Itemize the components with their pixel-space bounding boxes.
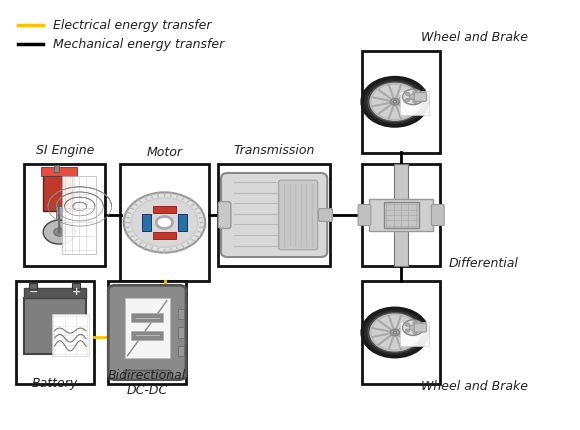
Circle shape xyxy=(413,331,418,334)
Bar xyxy=(178,309,184,319)
FancyBboxPatch shape xyxy=(278,180,318,250)
Bar xyxy=(131,331,164,340)
FancyBboxPatch shape xyxy=(221,173,327,257)
Text: Wheel and Brake: Wheel and Brake xyxy=(421,31,528,44)
Text: SI Engine: SI Engine xyxy=(36,144,94,157)
FancyBboxPatch shape xyxy=(362,50,440,153)
Circle shape xyxy=(371,314,419,350)
FancyBboxPatch shape xyxy=(124,370,171,380)
Circle shape xyxy=(413,90,418,94)
FancyBboxPatch shape xyxy=(16,281,94,384)
Bar xyxy=(394,164,408,266)
Circle shape xyxy=(43,220,75,244)
FancyBboxPatch shape xyxy=(218,164,331,266)
Text: −: − xyxy=(29,287,38,297)
Circle shape xyxy=(124,192,205,252)
Bar xyxy=(178,327,184,338)
Circle shape xyxy=(413,100,418,104)
Bar xyxy=(62,176,96,254)
FancyBboxPatch shape xyxy=(432,205,444,225)
Bar xyxy=(400,91,429,115)
Circle shape xyxy=(403,89,423,104)
FancyBboxPatch shape xyxy=(369,199,433,231)
Bar xyxy=(52,314,89,356)
Bar xyxy=(178,346,184,356)
FancyBboxPatch shape xyxy=(358,205,371,225)
FancyBboxPatch shape xyxy=(362,281,440,384)
FancyBboxPatch shape xyxy=(24,164,106,266)
Circle shape xyxy=(362,308,427,357)
FancyBboxPatch shape xyxy=(414,92,426,101)
Bar xyxy=(24,288,86,298)
FancyBboxPatch shape xyxy=(108,281,186,384)
Bar xyxy=(72,283,80,289)
FancyBboxPatch shape xyxy=(119,164,209,281)
FancyBboxPatch shape xyxy=(414,323,426,332)
FancyBboxPatch shape xyxy=(218,202,231,228)
Text: Battery: Battery xyxy=(31,377,78,390)
Circle shape xyxy=(371,83,419,120)
Circle shape xyxy=(53,228,65,236)
Circle shape xyxy=(413,321,418,325)
Text: Wheel and Brake: Wheel and Brake xyxy=(421,380,528,393)
Circle shape xyxy=(405,92,410,96)
Bar xyxy=(24,298,86,354)
Circle shape xyxy=(393,331,397,334)
Bar xyxy=(383,202,419,228)
Circle shape xyxy=(405,329,410,332)
Text: Differential: Differential xyxy=(449,257,519,270)
Bar xyxy=(54,166,59,172)
Circle shape xyxy=(409,325,416,330)
Bar xyxy=(41,168,77,176)
Circle shape xyxy=(390,98,399,105)
Text: Motor: Motor xyxy=(147,146,183,159)
Circle shape xyxy=(368,82,422,122)
Bar xyxy=(125,298,170,358)
Bar xyxy=(153,206,176,213)
Bar xyxy=(178,214,187,231)
Bar xyxy=(400,322,429,346)
Bar xyxy=(153,232,176,239)
Circle shape xyxy=(390,329,399,336)
Legend: Electrical energy transfer, Mechanical energy transfer: Electrical energy transfer, Mechanical e… xyxy=(13,14,230,56)
Circle shape xyxy=(409,94,416,100)
Bar xyxy=(142,214,151,231)
Text: Bidirectional
DC-DC: Bidirectional DC-DC xyxy=(108,369,186,397)
Circle shape xyxy=(157,216,173,228)
FancyBboxPatch shape xyxy=(318,209,332,221)
Circle shape xyxy=(393,100,397,103)
Text: Transmission: Transmission xyxy=(233,144,314,157)
Circle shape xyxy=(362,77,427,126)
Text: +: + xyxy=(71,287,81,297)
Circle shape xyxy=(403,320,423,335)
Bar xyxy=(131,313,164,322)
Bar xyxy=(56,206,61,232)
Circle shape xyxy=(131,198,198,247)
Circle shape xyxy=(418,95,422,98)
Bar xyxy=(44,172,74,211)
Circle shape xyxy=(368,313,422,352)
Bar xyxy=(30,283,38,289)
Circle shape xyxy=(418,326,422,329)
Circle shape xyxy=(405,323,410,326)
FancyBboxPatch shape xyxy=(362,164,440,266)
FancyBboxPatch shape xyxy=(108,286,186,380)
Circle shape xyxy=(405,98,410,101)
